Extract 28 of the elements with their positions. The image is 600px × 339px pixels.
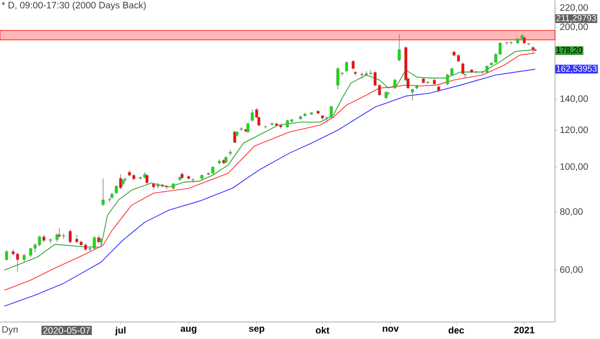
candlestick [410, 88, 414, 102]
x-tick-label: sep [248, 326, 264, 334]
x-tick-label: 2021 [514, 326, 534, 334]
text: 211,29793 [556, 15, 596, 22]
candlestick [145, 174, 148, 184]
x-tick-label: jul [115, 326, 126, 336]
text: Dyn [2, 326, 18, 335]
x-tick-label: aug [180, 326, 196, 334]
x-tick-label: okt [316, 326, 330, 334]
candlestick [330, 105, 333, 118]
y-tick-label: 120,00 [560, 126, 588, 134]
candlestick [5, 250, 8, 262]
y-tick-label: 140,00 [560, 95, 588, 104]
candlestick [102, 178, 105, 206]
annotation: 162,53953 [556, 66, 597, 73]
candlestick [48, 238, 52, 244]
text: 2020-05-07 [43, 327, 90, 334]
y-tick-label: 80,00 [560, 208, 583, 216]
annotation: 178,20 [556, 47, 582, 54]
candlestick [68, 228, 72, 244]
y-tick-label: 100,00 [560, 163, 588, 171]
y-tick-label: 220,00 [560, 4, 588, 12]
y-tick-label: 60,00 [560, 266, 583, 274]
chart-title: * D, 09:00-17:30 (2000 Days Back) [2, 2, 146, 10]
x-tick-label: dec [448, 326, 464, 334]
y-tick-label: 200,00 [560, 23, 588, 32]
x-tick-label: nov [382, 326, 399, 332]
candlestick [398, 34, 401, 62]
